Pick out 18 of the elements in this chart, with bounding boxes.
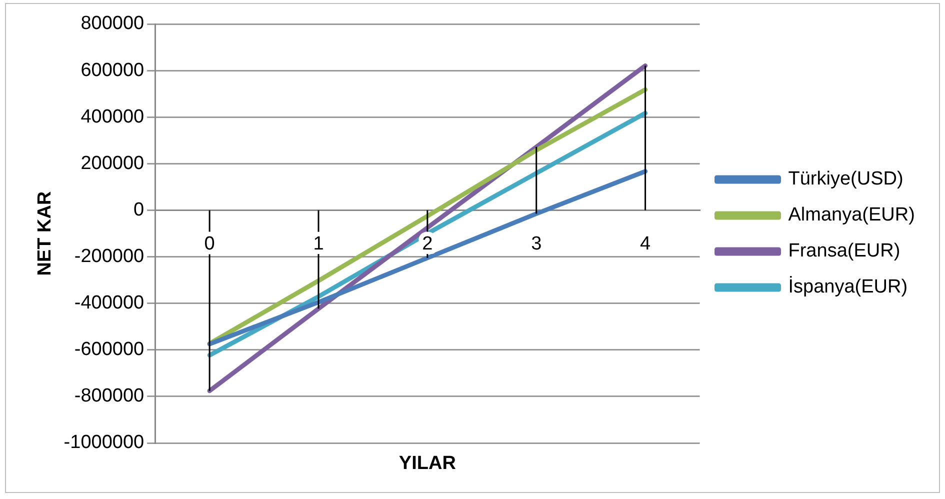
y-tick-label: -1000000 xyxy=(64,432,144,454)
y-tick-label: -200000 xyxy=(74,246,144,268)
y-tick-label: 600000 xyxy=(80,60,144,81)
x-tick-label: 3 xyxy=(531,233,542,254)
y-tick-label: 200000 xyxy=(80,152,144,174)
y-tick-label: -600000 xyxy=(74,339,144,360)
legend-label: İspanya(EUR) xyxy=(788,276,908,298)
y-tick-label: 800000 xyxy=(80,13,144,34)
y-tick-label: 400000 xyxy=(80,106,144,128)
y-tick-label: -400000 xyxy=(74,292,144,314)
y-axis-title: NET KAR xyxy=(34,191,56,276)
y-tick-label: 0 xyxy=(134,199,144,220)
x-tick-label: 4 xyxy=(640,233,651,254)
legend-label: Almanya(EUR) xyxy=(788,204,915,226)
legend-label: Türkiye(USD) xyxy=(788,168,904,190)
x-axis-title: YILAR xyxy=(398,453,456,474)
legend-label: Fransa(EUR) xyxy=(788,240,900,262)
y-tick-label: -800000 xyxy=(74,386,144,407)
